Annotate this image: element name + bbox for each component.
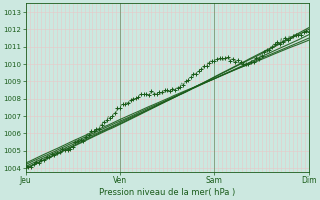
X-axis label: Pression niveau de la mer( hPa ): Pression niveau de la mer( hPa ) — [99, 188, 235, 197]
